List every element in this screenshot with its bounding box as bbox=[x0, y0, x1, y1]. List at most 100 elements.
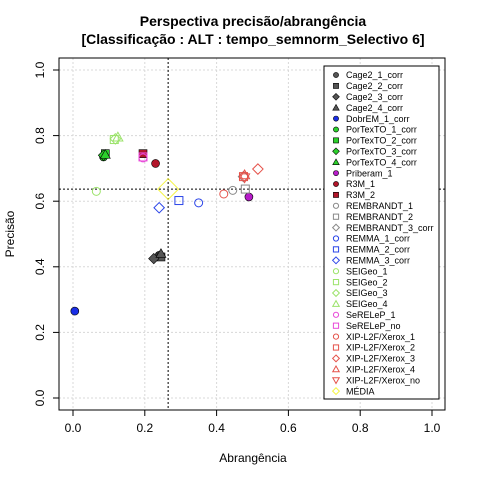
point-17 bbox=[153, 201, 166, 214]
x-tick-label-3: 0.6 bbox=[280, 421, 297, 435]
legend-label-13: REMBRANDT_2 bbox=[346, 212, 413, 222]
y-tick-label-3: 0.6 bbox=[33, 193, 47, 210]
point-4 bbox=[70, 306, 80, 316]
x-tick-label-4: 0.8 bbox=[352, 421, 369, 435]
legend-label-19: SEIGeo_2 bbox=[346, 277, 388, 287]
legend-marker-7 bbox=[332, 147, 340, 156]
y-tick-label-1: 0.2 bbox=[33, 324, 47, 341]
legend-marker-6 bbox=[333, 137, 339, 144]
x-axis-label: Abrangência bbox=[219, 451, 287, 465]
legend-label-29: MÉDIA bbox=[346, 386, 375, 396]
legend-box bbox=[323, 65, 440, 400]
legend-label-7: PorTexTO_3_corr bbox=[346, 147, 417, 157]
point-13 bbox=[240, 184, 250, 194]
data-points bbox=[70, 131, 264, 316]
legend-label-27: XIP-L2F/Xerox_4 bbox=[346, 365, 415, 375]
legend-marker-3 bbox=[332, 103, 340, 111]
legend-marker-13 bbox=[332, 213, 340, 220]
legend-marker-15 bbox=[332, 235, 340, 242]
point-3 bbox=[155, 248, 167, 258]
legend-label-25: XIP-L2F/Xerox_2 bbox=[346, 343, 415, 353]
point-23 bbox=[138, 152, 148, 162]
legend-label-3: Cage2_4_corr bbox=[346, 103, 403, 113]
legend-label-8: PorTexTO_4_corr bbox=[346, 157, 417, 167]
point-24 bbox=[219, 189, 229, 199]
legend-label-18: SEIGeo_1 bbox=[346, 266, 388, 276]
legend-marker-2 bbox=[332, 92, 340, 101]
legend-label-17: REMMA_3_corr bbox=[346, 256, 410, 266]
x-tick-label-2: 0.4 bbox=[208, 421, 225, 435]
point-10 bbox=[151, 159, 160, 168]
legend-label-2: Cage2_3_corr bbox=[346, 92, 403, 102]
legend-marker-20 bbox=[331, 288, 341, 298]
y-tick-label-2: 0.4 bbox=[33, 258, 47, 275]
legend-marker-23 bbox=[332, 322, 340, 329]
legend-label-16: REMMA_2_corr bbox=[346, 245, 410, 255]
point-26 bbox=[251, 163, 264, 175]
legend-label-20: SEIGeo_3 bbox=[346, 288, 388, 298]
legend-label-24: XIP-L2F/Xerox_1 bbox=[346, 332, 415, 342]
chart-title-line2: [Classificação : ALT : tempo_semnorm_Sel… bbox=[81, 31, 424, 47]
legend-marker-5 bbox=[333, 126, 339, 133]
x-tick-label-0: 0.0 bbox=[65, 421, 82, 435]
legend-marker-22 bbox=[332, 311, 340, 318]
point-16 bbox=[174, 196, 184, 206]
point-9 bbox=[244, 192, 254, 202]
legend-label-9: Priberam_1 bbox=[346, 168, 393, 178]
legend-label-14: REMBRANDT_3_corr bbox=[346, 223, 434, 233]
legend-marker-8 bbox=[332, 158, 340, 165]
legend-label-0: Cage2_1_corr bbox=[346, 70, 403, 80]
y-axis: 0.0 0.2 0.4 0.6 0.8 1.0 bbox=[33, 61, 59, 406]
legend-label-12: REMBRANDT_1 bbox=[346, 201, 413, 211]
legend-marker-9 bbox=[333, 170, 339, 176]
point-15 bbox=[194, 198, 204, 208]
legend-label-5: PorTexTO_1_corr bbox=[346, 125, 417, 135]
legend-label-1: Cage2_2_corr bbox=[346, 81, 403, 91]
plot-frame bbox=[58, 57, 446, 411]
point-29 bbox=[157, 177, 180, 201]
legend-label-10: R3M_1 bbox=[346, 179, 375, 189]
legend-marker-27 bbox=[331, 365, 341, 373]
chart-title-line1: Perspectiva precisão/abrangência bbox=[140, 13, 367, 29]
legend-label-4: DobrEM_1_corr bbox=[346, 114, 410, 124]
legend-label-6: PorTexTO_2_corr bbox=[346, 136, 417, 146]
legend-label-23: SeRELeP_no bbox=[346, 321, 401, 331]
legend-marker-0 bbox=[333, 72, 339, 78]
x-tick-label-1: 0.2 bbox=[136, 421, 153, 435]
legend-marker-21 bbox=[331, 299, 341, 307]
point-28 bbox=[238, 173, 251, 184]
legend-marker-25 bbox=[332, 344, 340, 351]
legend-label-11: R3M_2 bbox=[346, 190, 375, 200]
legend-label-28: XIP-L2F/Xerox_no bbox=[346, 375, 420, 385]
x-tick-label-5: 1.0 bbox=[424, 421, 441, 435]
legend-marker-29 bbox=[331, 387, 341, 396]
point-8 bbox=[99, 149, 111, 159]
legend-label-22: SeRELeP_1 bbox=[346, 310, 396, 320]
x-axis: 0.0 0.2 0.4 0.6 0.8 1.0 bbox=[65, 410, 441, 435]
legend-marker-24 bbox=[332, 333, 340, 340]
legend-marker-14 bbox=[331, 223, 341, 232]
legend-label-15: REMMA_1_corr bbox=[346, 234, 410, 244]
legend-marker-12 bbox=[332, 202, 340, 209]
y-tick-label-0: 0.0 bbox=[33, 389, 47, 406]
y-tick-label-5: 1.0 bbox=[33, 61, 47, 78]
y-axis-label: Precisão bbox=[3, 210, 17, 257]
legend-marker-4 bbox=[333, 115, 339, 122]
point-27 bbox=[238, 168, 251, 180]
legend-marker-16 bbox=[332, 246, 340, 253]
point-12 bbox=[228, 185, 238, 195]
y-tick-label-4: 0.8 bbox=[33, 127, 47, 144]
point-20 bbox=[109, 132, 122, 145]
legend-marker-17 bbox=[331, 256, 341, 265]
legend-label-26: XIP-L2F/Xerox_3 bbox=[346, 354, 415, 364]
legend-marker-26 bbox=[331, 354, 341, 363]
legend-marker-10 bbox=[333, 181, 339, 187]
point-18 bbox=[91, 186, 101, 196]
legend-label-21: SEIGeo_4 bbox=[346, 299, 388, 309]
legend-marker-18 bbox=[332, 268, 340, 275]
legend-marker-11 bbox=[333, 192, 339, 198]
legend-marker-28 bbox=[331, 377, 341, 385]
legend: Cage2_1_corrCage2_2_corrCage2_3_corrCage… bbox=[323, 65, 440, 400]
point-21 bbox=[112, 131, 124, 142]
